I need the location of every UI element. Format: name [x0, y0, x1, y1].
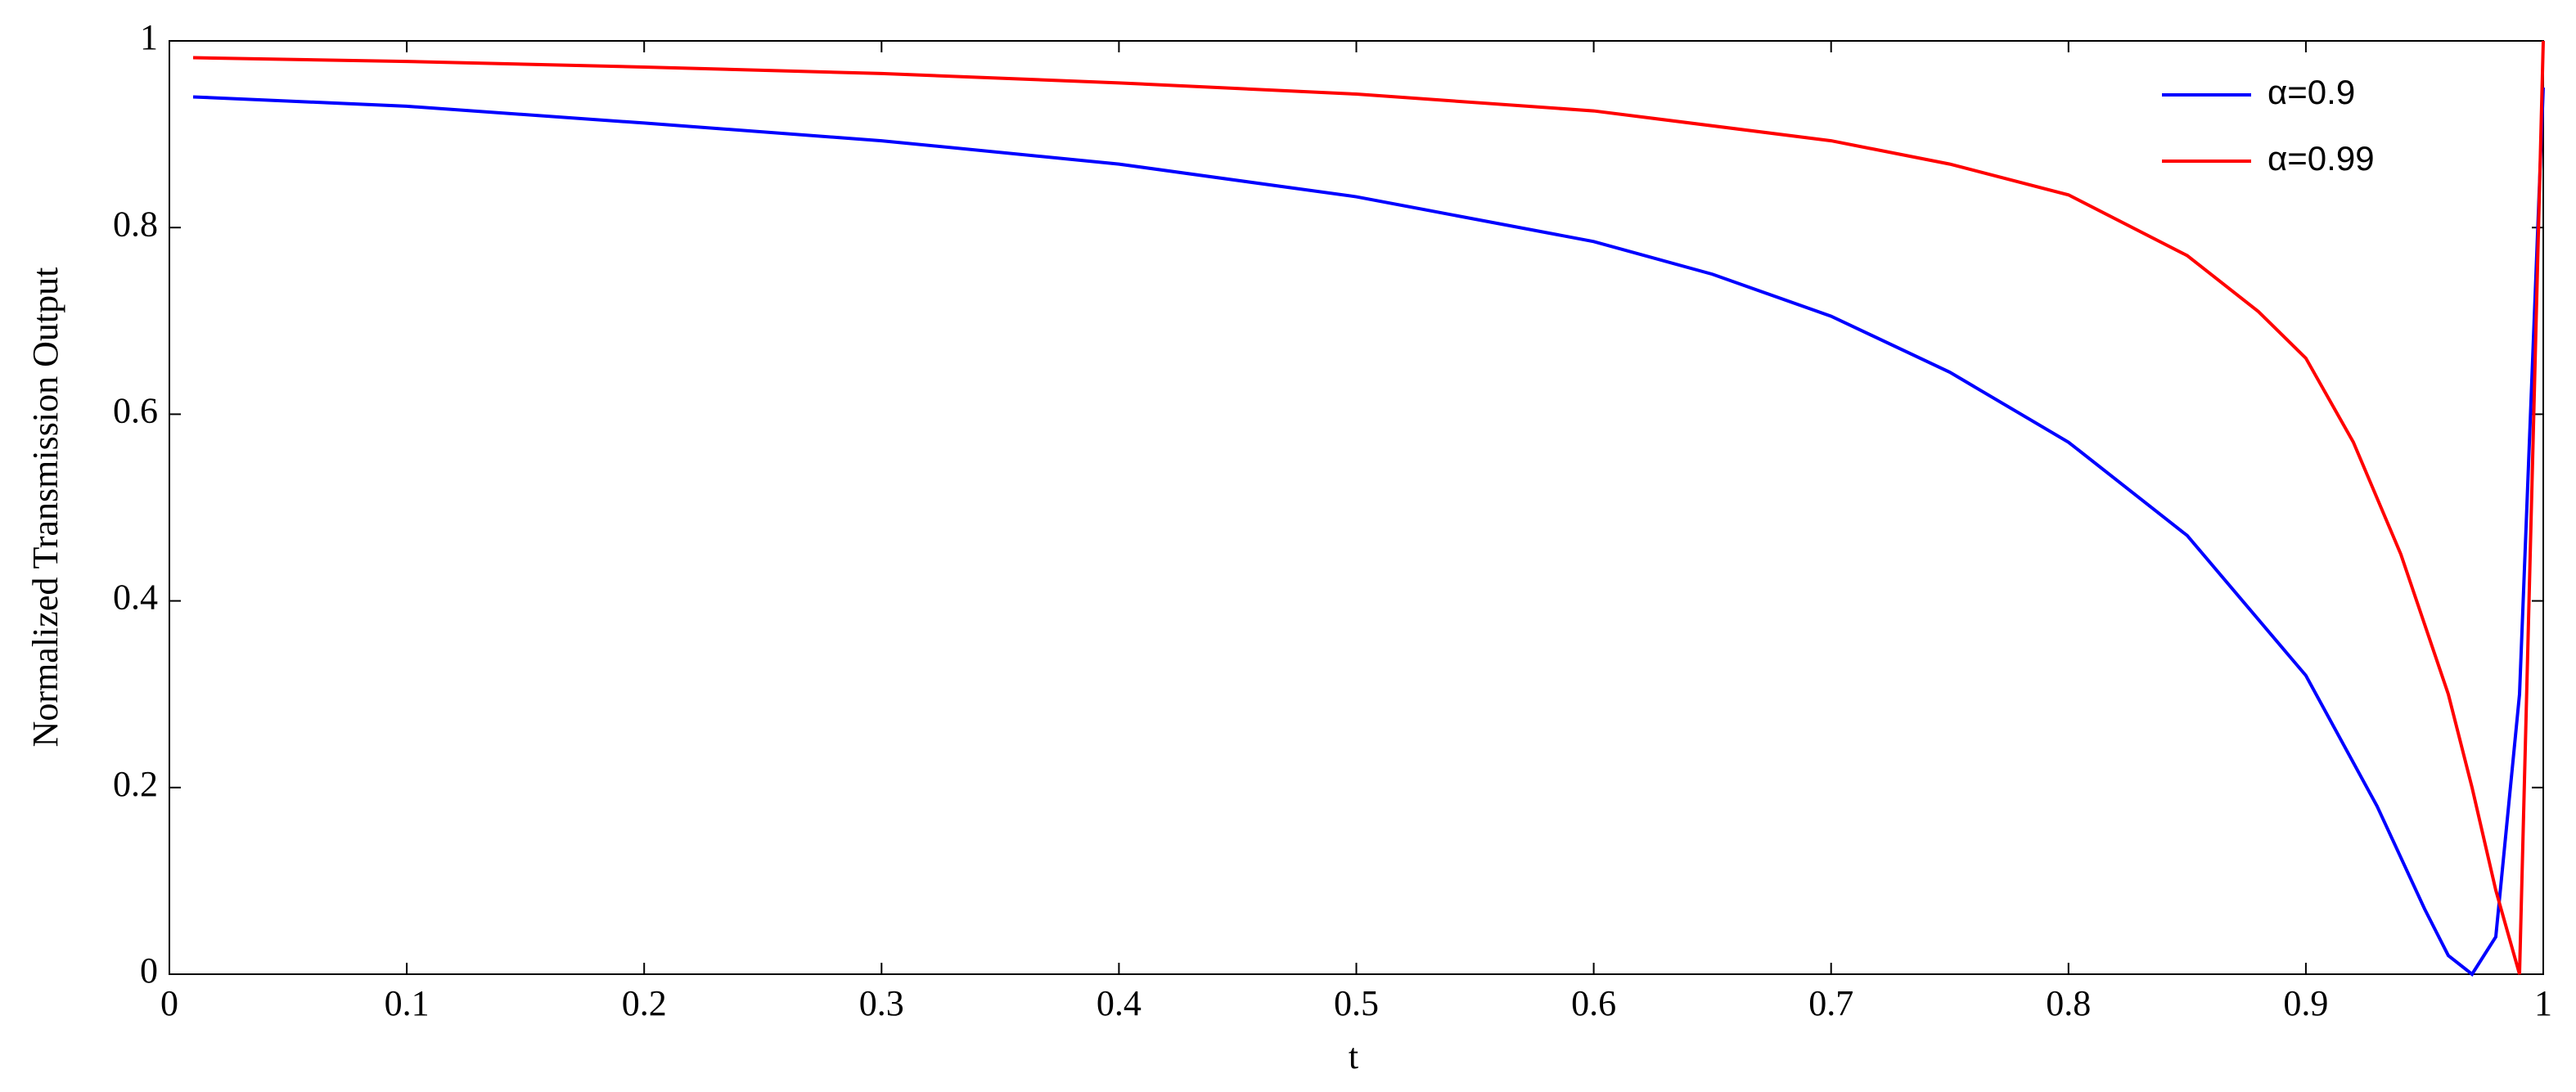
- x-axis-label: t: [1349, 1036, 1358, 1076]
- y-tick-label: 0.8: [113, 204, 158, 244]
- x-tick-label: 0.6: [1571, 983, 1616, 1023]
- x-tick-label: 0.9: [2283, 983, 2328, 1023]
- legend-label: α=0.9: [2268, 73, 2355, 111]
- x-tick-label: 0.7: [1808, 983, 1853, 1023]
- line-series: [192, 40, 2545, 975]
- x-tick-label: 0.4: [1097, 983, 1142, 1023]
- y-tick-label: 0.2: [113, 764, 158, 804]
- y-axis-label: Normalized Transmission Output: [25, 267, 65, 748]
- plot-frame: [169, 40, 2544, 975]
- legend-label: α=0.99: [2268, 139, 2375, 178]
- x-tick-label: 0.8: [2046, 983, 2091, 1023]
- x-tick-label: 0.1: [385, 983, 430, 1023]
- line-series: [192, 87, 2545, 977]
- x-tick-label: 0: [160, 983, 178, 1023]
- x-tick-label: 1: [2534, 983, 2552, 1023]
- x-tick-label: 0.3: [859, 983, 904, 1023]
- x-tick-label: 0.5: [1334, 983, 1379, 1023]
- y-tick-label: 0.6: [113, 390, 158, 430]
- y-tick-label: 0: [140, 950, 158, 991]
- x-tick-label: 0.2: [622, 983, 667, 1023]
- y-tick-label: 1: [140, 17, 158, 57]
- y-tick-label: 0.4: [113, 577, 158, 618]
